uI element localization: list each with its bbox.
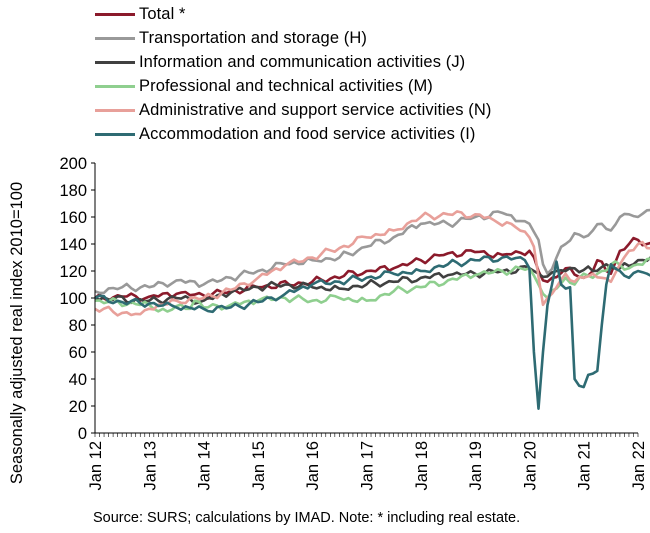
legend-item: Transportation and storage (H) <box>95 26 491 50</box>
x-tick-label: Jan 17 <box>359 441 377 491</box>
y-tick-label: 100 <box>59 290 87 308</box>
legend-item: Accommodation and food service activitie… <box>95 122 491 146</box>
legend-item: Professional and technical activities (M… <box>95 74 491 98</box>
x-tick-label: Jan 21 <box>576 441 594 491</box>
legend: Total * Transportation and storage (H) Inf… <box>95 2 491 146</box>
x-tick-label: Jan 20 <box>521 441 539 491</box>
legend-label: Professional and technical activities (M… <box>139 76 433 95</box>
legend-swatch <box>95 60 135 64</box>
legend-label: Administrative and support service activ… <box>139 100 492 119</box>
legend-label: Transportation and storage (H) <box>139 28 367 47</box>
x-tick-label: Jan 15 <box>250 441 268 491</box>
legend-label: Information and communication activities… <box>139 52 466 71</box>
y-tick-label: 0 <box>78 425 87 443</box>
x-tick-label: Jan 18 <box>413 441 431 491</box>
y-tick-label: 40 <box>69 371 87 389</box>
series-line-3 <box>94 256 650 305</box>
legend-item: Administrative and support service activ… <box>95 98 491 122</box>
source-note: Source: SURS; calculations by IMAD. Note… <box>93 510 521 526</box>
legend-swatch <box>95 36 135 40</box>
legend-item: Information and communication activities… <box>95 50 491 74</box>
series-line-2 <box>94 208 650 295</box>
axes: 0 20 40 60 80 100 120 140 160 180 200 Jan 12 Jan 13 J… <box>8 155 648 491</box>
x-tick-label: Jan 19 <box>467 441 485 491</box>
series-line-6 <box>94 255 650 410</box>
y-axis-label: Seasonally adjusted real index 2010=100 <box>8 182 26 484</box>
x-tick-label: Jan 13 <box>141 441 159 491</box>
plot-lines <box>94 208 650 410</box>
legend-item: Total * <box>95 2 491 26</box>
legend-swatch <box>95 84 135 88</box>
y-tick-label: 200 <box>59 155 87 173</box>
y-tick-label: 160 <box>59 209 87 227</box>
y-tick-label: 180 <box>59 182 87 200</box>
y-tick-label: 140 <box>59 236 87 254</box>
x-tick-label: Jan 22 <box>630 441 648 491</box>
y-tick-label: 80 <box>69 317 87 335</box>
y-tick-label: 20 <box>69 398 87 416</box>
x-tick-label: Jan 16 <box>304 441 322 491</box>
x-tick-label: Jan 12 <box>87 441 105 491</box>
x-tick-label: Jan 14 <box>196 441 214 491</box>
legend-swatch <box>95 108 135 112</box>
legend-label: Accommodation and food service activitie… <box>139 124 476 143</box>
series-line-4 <box>94 257 650 313</box>
legend-swatch <box>95 132 135 136</box>
y-tick-label: 60 <box>69 344 87 362</box>
y-tick-label: 120 <box>59 263 87 281</box>
legend-label: Total * <box>139 4 186 23</box>
series-line-5 <box>94 210 650 317</box>
legend-swatch <box>95 12 135 16</box>
